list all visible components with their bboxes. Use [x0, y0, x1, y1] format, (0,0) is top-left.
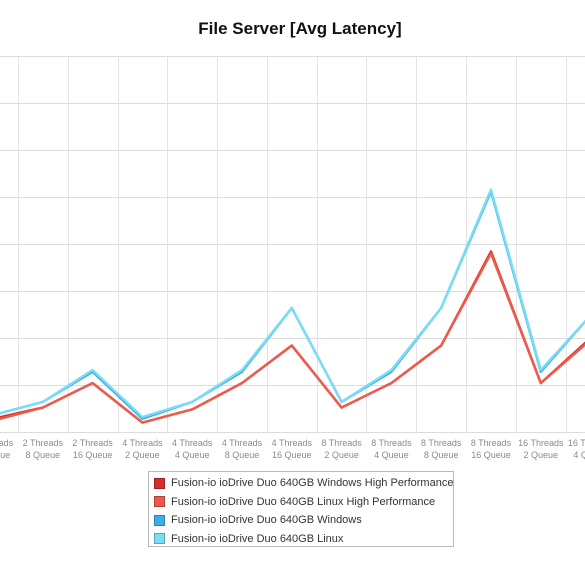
x-tick-label: 4 Threads [222, 438, 263, 448]
legend-item[interactable]: Fusion-io ioDrive Duo 640GB Windows [154, 511, 453, 530]
x-tick-label: 4 Queue [573, 450, 585, 460]
x-tick-label: 8 Threads [421, 438, 462, 448]
x-tick-label: 8 Threads [371, 438, 412, 448]
x-tick-label: 2 Queue [524, 450, 559, 460]
legend-swatch [154, 533, 165, 545]
legend-item[interactable]: Fusion-io ioDrive Duo 640GB Windows High… [154, 474, 453, 493]
x-tick-label: 8 Threads [471, 438, 512, 448]
legend-item[interactable]: Fusion-io ioDrive Duo 640GB Linux [154, 530, 453, 549]
x-tick-label: 8 Queue [424, 450, 459, 460]
grid-layer [0, 56, 585, 433]
chart-legend: Fusion-io ioDrive Duo 640GB Windows High… [148, 471, 454, 547]
legend-item[interactable]: Fusion-io ioDrive Duo 640GB Linux High P… [154, 493, 453, 512]
legend-label: Fusion-io ioDrive Duo 640GB Windows High… [171, 477, 454, 490]
x-tick-label: 8 Queue [26, 450, 61, 460]
x-tick-label: 16 Threads [568, 438, 585, 448]
x-tick-label: 8 Threads [321, 438, 362, 448]
series-layer [0, 188, 585, 424]
chart-title: File Server [Avg Latency] [198, 19, 402, 38]
x-tick-label: 2 Queue [324, 450, 359, 460]
x-tick-label: 2 Threads [72, 438, 113, 448]
x-tick-label: 4 Threads [272, 438, 313, 448]
x-tick-label: 16 Queue [73, 450, 113, 460]
x-tick-label: 4 Threads [122, 438, 163, 448]
x-tick-label: 4 Queue [374, 450, 409, 460]
x-tick-label: 1 Queue [0, 450, 10, 460]
series-line-1 [0, 250, 585, 424]
legend-label: Fusion-io ioDrive Duo 640GB Linux High P… [171, 495, 436, 508]
x-tick-label: 2 Threads [23, 438, 64, 448]
x-tick-label: 1 Threads [0, 438, 14, 448]
x-axis-tick-labels: 1 Threads 1 Queue 2 Threads 8 Queue 2 Thread… [0, 438, 585, 460]
x-tick-label: 4 Queue [175, 450, 210, 460]
series-line-4 [0, 188, 585, 419]
legend-label: Fusion-io ioDrive Duo 640GB Windows [171, 514, 362, 527]
x-tick-label: 2 Queue [125, 450, 160, 460]
legend-swatch [154, 496, 165, 508]
x-tick-label: 16 Threads [518, 438, 564, 448]
legend-swatch [154, 514, 165, 526]
x-tick-label: 8 Queue [225, 450, 260, 460]
x-tick-label: 4 Threads [172, 438, 213, 448]
x-tick-label: 16 Queue [471, 450, 511, 460]
x-tick-label: 16 Queue [272, 450, 312, 460]
legend-swatch [154, 477, 165, 489]
legend-label: Fusion-io ioDrive Duo 640GB Linux [171, 532, 344, 545]
